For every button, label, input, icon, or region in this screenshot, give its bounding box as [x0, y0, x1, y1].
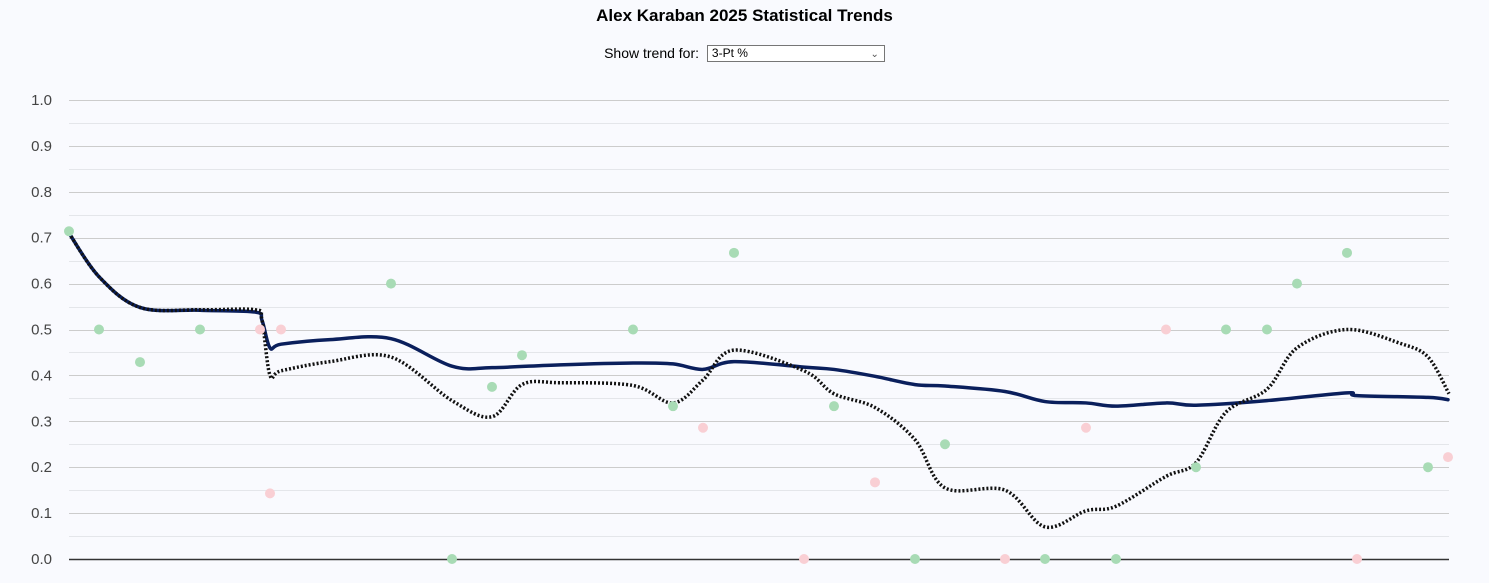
game-data-point[interactable]	[1161, 324, 1171, 335]
y-tick-label: 0.6	[31, 276, 52, 293]
game-data-point[interactable]	[517, 350, 527, 361]
game-data-point[interactable]	[1292, 278, 1302, 289]
game-data-point[interactable]	[1000, 554, 1010, 564]
y-tick-label: 0.7	[31, 230, 52, 247]
game-data-point[interactable]	[1423, 462, 1433, 473]
trend-select-value: 3-Pt %	[711, 45, 748, 60]
game-data-point[interactable]	[940, 439, 950, 450]
game-data-point[interactable]	[1191, 462, 1201, 473]
game-data-point[interactable]	[195, 324, 205, 335]
y-tick-label: 0.9	[31, 138, 52, 155]
game-data-point[interactable]	[487, 381, 497, 392]
game-data-point[interactable]	[1111, 554, 1121, 564]
y-tick-label: 0.3	[31, 413, 52, 430]
game-data-point[interactable]	[447, 554, 457, 564]
game-data-point[interactable]	[799, 554, 809, 564]
game-data-point[interactable]	[255, 324, 265, 335]
y-grid	[69, 100, 1449, 561]
game-data-point[interactable]	[265, 488, 275, 499]
y-axis-ticks: 0.0 0.1 0.2 0.3 0.4 0.5 0.6 0.7 0.8 0.9 1.0	[31, 92, 52, 568]
game-data-point[interactable]	[386, 278, 396, 289]
y-tick-label: 0.2	[31, 459, 52, 476]
chart-title: Alex Karaban 2025 Statistical Trends	[596, 6, 893, 25]
game-data-point[interactable]	[276, 324, 286, 335]
game-data-point[interactable]	[1352, 554, 1362, 564]
game-data-point[interactable]	[1081, 422, 1091, 433]
cumulative-average-line	[67, 231, 1450, 408]
game-points	[64, 226, 1453, 564]
rolling-average-line	[67, 232, 1451, 530]
game-data-point[interactable]	[628, 324, 638, 335]
rolling-average-path	[67, 232, 1451, 530]
y-tick-label: 0.0	[31, 551, 52, 568]
chevron-down-icon: ⌄	[870, 48, 879, 60]
game-data-point[interactable]	[829, 401, 839, 412]
game-data-point[interactable]	[94, 324, 104, 335]
cumulative-average-path	[67, 231, 1450, 408]
y-tick-label: 1.0	[31, 92, 52, 109]
y-tick-label: 0.1	[31, 505, 52, 522]
game-data-point[interactable]	[135, 357, 145, 368]
game-data-point[interactable]	[910, 554, 920, 564]
game-data-point[interactable]	[64, 226, 74, 237]
game-data-point[interactable]	[1342, 247, 1352, 258]
y-tick-label: 0.8	[31, 184, 52, 201]
game-data-point[interactable]	[1262, 324, 1272, 335]
game-data-point[interactable]	[1221, 324, 1231, 335]
game-data-point[interactable]	[668, 401, 678, 412]
game-data-point[interactable]	[1040, 554, 1050, 564]
game-data-point[interactable]	[698, 422, 708, 433]
game-data-point[interactable]	[870, 477, 880, 488]
game-data-point[interactable]	[1443, 452, 1453, 463]
y-tick-label: 0.4	[31, 367, 52, 384]
trend-stat-select[interactable]: 3-Pt % ⌄	[706, 44, 885, 62]
y-tick-label: 0.5	[31, 322, 52, 339]
game-data-point[interactable]	[729, 247, 739, 258]
trend-controls: Show trend for: 3-Pt % ⌄	[0, 44, 1489, 62]
trend-select-label: Show trend for:	[604, 45, 700, 62]
